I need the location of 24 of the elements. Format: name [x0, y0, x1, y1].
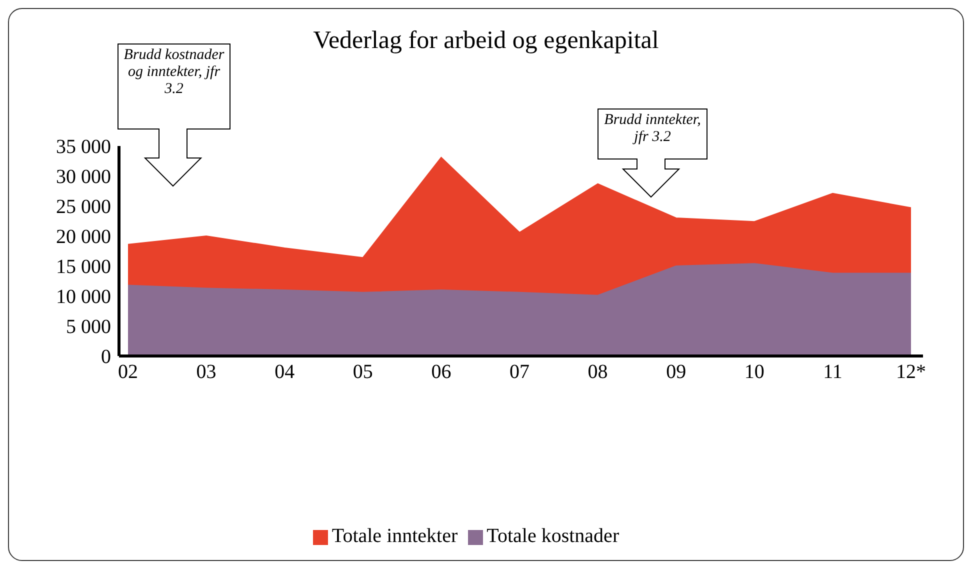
- x-tick-label: 10: [744, 361, 764, 384]
- y-tick-label: 35 000: [56, 136, 111, 158]
- y-tick-label: 0: [101, 346, 111, 368]
- x-tick-label: 07: [510, 361, 530, 384]
- x-tick-label: 02: [118, 361, 138, 384]
- y-tick-label: 15 000: [56, 256, 111, 278]
- x-tick-label: 08: [588, 361, 608, 384]
- y-tick-label: 10 000: [56, 286, 111, 308]
- x-tick-label: 04: [274, 361, 295, 384]
- y-tick-label: 30 000: [56, 166, 111, 188]
- chart-title: Vederlag for arbeid og egenkapital: [313, 27, 659, 54]
- x-tick-label: 11: [823, 361, 842, 384]
- legend-label: Totale inntekter: [332, 525, 458, 547]
- y-tick-label: 25 000: [56, 196, 111, 218]
- y-tick-label: 5 000: [66, 316, 111, 338]
- x-tick-label: 12*: [896, 361, 926, 384]
- text: Brudd inntekter, jfr 3.2: [603, 112, 702, 146]
- x-tick-label: 05: [352, 361, 373, 384]
- text: Brudd kostnader og inntekter, jfr 3.2: [122, 47, 226, 98]
- x-tick-label: 06: [431, 361, 452, 384]
- x-tick-label: 03: [196, 361, 216, 384]
- y-tick-label: 20 000: [56, 226, 111, 248]
- x-tick-label: 09: [666, 361, 686, 384]
- legend-label: Totale kostnader: [486, 525, 620, 547]
